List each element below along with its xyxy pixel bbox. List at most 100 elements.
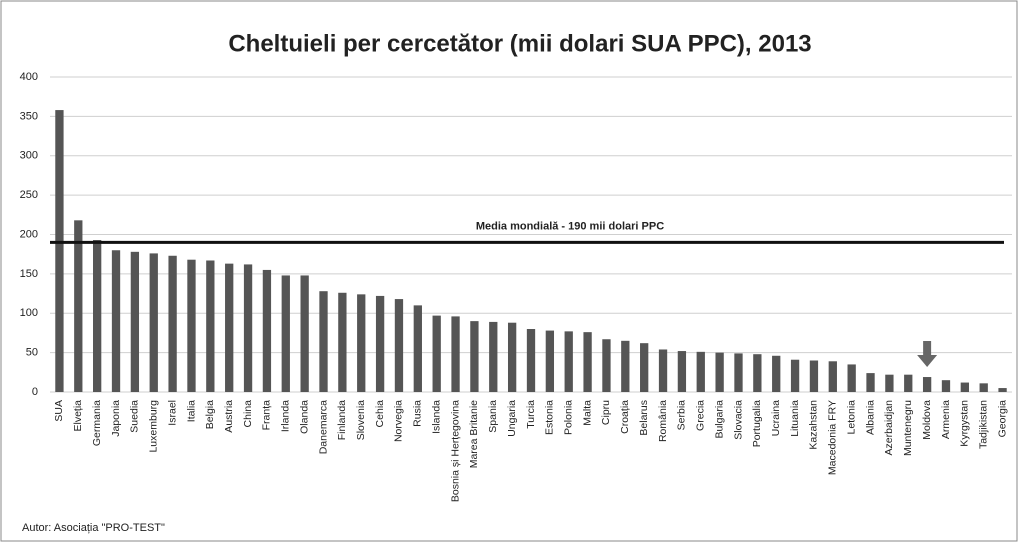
x-tick-label: Austria bbox=[223, 400, 235, 433]
bar bbox=[206, 260, 215, 392]
footnote: Autor: Asociația "PRO-TEST" bbox=[22, 522, 165, 534]
bar bbox=[640, 343, 649, 392]
x-tick-label: Slovenia bbox=[355, 400, 367, 440]
y-tick-label: 200 bbox=[20, 228, 38, 240]
x-tick-label: Macedonia FRY bbox=[827, 400, 839, 475]
bar bbox=[451, 316, 460, 392]
x-tick-label: Letonia bbox=[845, 400, 857, 435]
bar bbox=[847, 364, 856, 392]
bar bbox=[696, 351, 705, 392]
x-tick-label: Tadjikistan bbox=[977, 400, 989, 449]
bar bbox=[507, 322, 517, 392]
y-tick-label: 0 bbox=[32, 386, 38, 398]
bar bbox=[319, 291, 328, 392]
bar bbox=[243, 264, 253, 392]
arrow bbox=[917, 341, 938, 368]
bar bbox=[149, 253, 158, 392]
bar bbox=[357, 294, 366, 392]
x-tick-label: Luxemburg bbox=[148, 400, 160, 453]
bar bbox=[922, 377, 932, 392]
x-tick-label: Malta bbox=[581, 400, 593, 426]
bar bbox=[772, 355, 781, 392]
bar bbox=[432, 315, 441, 392]
bar bbox=[621, 340, 630, 392]
bar bbox=[753, 354, 762, 392]
bar bbox=[394, 299, 404, 392]
x-tick-label: Japonia bbox=[110, 400, 122, 437]
y-tick-label: 250 bbox=[20, 189, 38, 201]
bar bbox=[262, 269, 272, 392]
chart-title: Cheltuieli per cercetător (mii dolari SU… bbox=[228, 30, 811, 57]
bar bbox=[658, 349, 668, 392]
x-tick-label: Ucraina bbox=[770, 400, 782, 436]
x-tick-label: Rusia bbox=[412, 400, 424, 427]
x-tick-label: Bosnia și Herțegovina bbox=[449, 400, 461, 502]
x-tick-label: Kazahstan bbox=[808, 400, 820, 450]
x-tick-label: Turcia bbox=[525, 400, 537, 429]
y-tick-label: 350 bbox=[20, 110, 38, 122]
x-tick-label: Georgia bbox=[996, 400, 1008, 438]
y-tick-label: 400 bbox=[20, 71, 38, 83]
x-tick-label: China bbox=[242, 400, 254, 428]
bar bbox=[413, 305, 422, 392]
x-tick-label: Ungaria bbox=[506, 400, 518, 437]
x-tick-label: Portugalia bbox=[751, 400, 763, 447]
x-tick-label: Danemarca bbox=[317, 400, 329, 454]
bar bbox=[979, 383, 988, 392]
x-tick-label: Cipru bbox=[600, 400, 612, 425]
x-tick-label: Lituania bbox=[789, 400, 801, 437]
bar bbox=[885, 374, 894, 392]
bar bbox=[960, 382, 969, 392]
bar bbox=[904, 374, 913, 392]
bar bbox=[715, 352, 724, 392]
x-tick-label: Franța bbox=[261, 400, 273, 431]
bar bbox=[526, 329, 536, 392]
bar bbox=[489, 321, 498, 392]
x-tick-label: Belgia bbox=[204, 400, 216, 429]
x-tick-label: Elveția bbox=[72, 400, 84, 432]
y-tick-label: 150 bbox=[20, 268, 38, 280]
bar bbox=[55, 110, 64, 392]
bar bbox=[338, 292, 347, 392]
bar bbox=[545, 330, 555, 392]
x-tick-label: Finlanda bbox=[336, 400, 348, 440]
x-tick-label: Israel bbox=[166, 400, 178, 426]
bar bbox=[300, 275, 309, 392]
x-tick-label: Albania bbox=[864, 400, 876, 435]
x-tick-label: Marea Britanie bbox=[468, 400, 480, 468]
x-tick-label: Muntenegru bbox=[902, 400, 914, 456]
x-tick-label: Norvegia bbox=[393, 400, 405, 442]
bar bbox=[111, 250, 121, 392]
y-tick-label: 50 bbox=[26, 347, 38, 359]
bar bbox=[790, 359, 800, 392]
x-tick-label: Armenia bbox=[940, 400, 952, 439]
x-tick-label: Kyrgystan bbox=[959, 400, 971, 447]
x-tick-label: Serbia bbox=[676, 400, 688, 431]
x-tick-label: Spania bbox=[487, 400, 499, 433]
bar bbox=[93, 240, 102, 392]
x-tick-label: Islanda bbox=[430, 400, 442, 434]
bar bbox=[375, 295, 385, 392]
x-tick-label: Italia bbox=[185, 400, 197, 422]
bar bbox=[677, 351, 687, 392]
bar bbox=[602, 339, 611, 392]
bar bbox=[564, 331, 573, 392]
bar bbox=[866, 373, 875, 392]
bar bbox=[941, 380, 951, 392]
x-tick-label: Suedia bbox=[129, 400, 141, 433]
bar bbox=[583, 332, 592, 392]
bar bbox=[74, 220, 83, 392]
bar bbox=[470, 321, 479, 392]
bar bbox=[225, 263, 234, 392]
reference-label: Media mondială - 190 mii dolari PPC bbox=[476, 220, 664, 232]
bar bbox=[168, 255, 177, 392]
x-tick-label: Olanda bbox=[298, 400, 310, 434]
x-tick-label: SUA bbox=[53, 400, 65, 422]
x-tick-label: Belarus bbox=[638, 400, 650, 436]
bar bbox=[828, 361, 837, 392]
x-tick-label: Germania bbox=[91, 400, 103, 446]
x-tick-label: Slovacia bbox=[732, 400, 744, 440]
x-tick-label: Moldova bbox=[921, 400, 933, 440]
